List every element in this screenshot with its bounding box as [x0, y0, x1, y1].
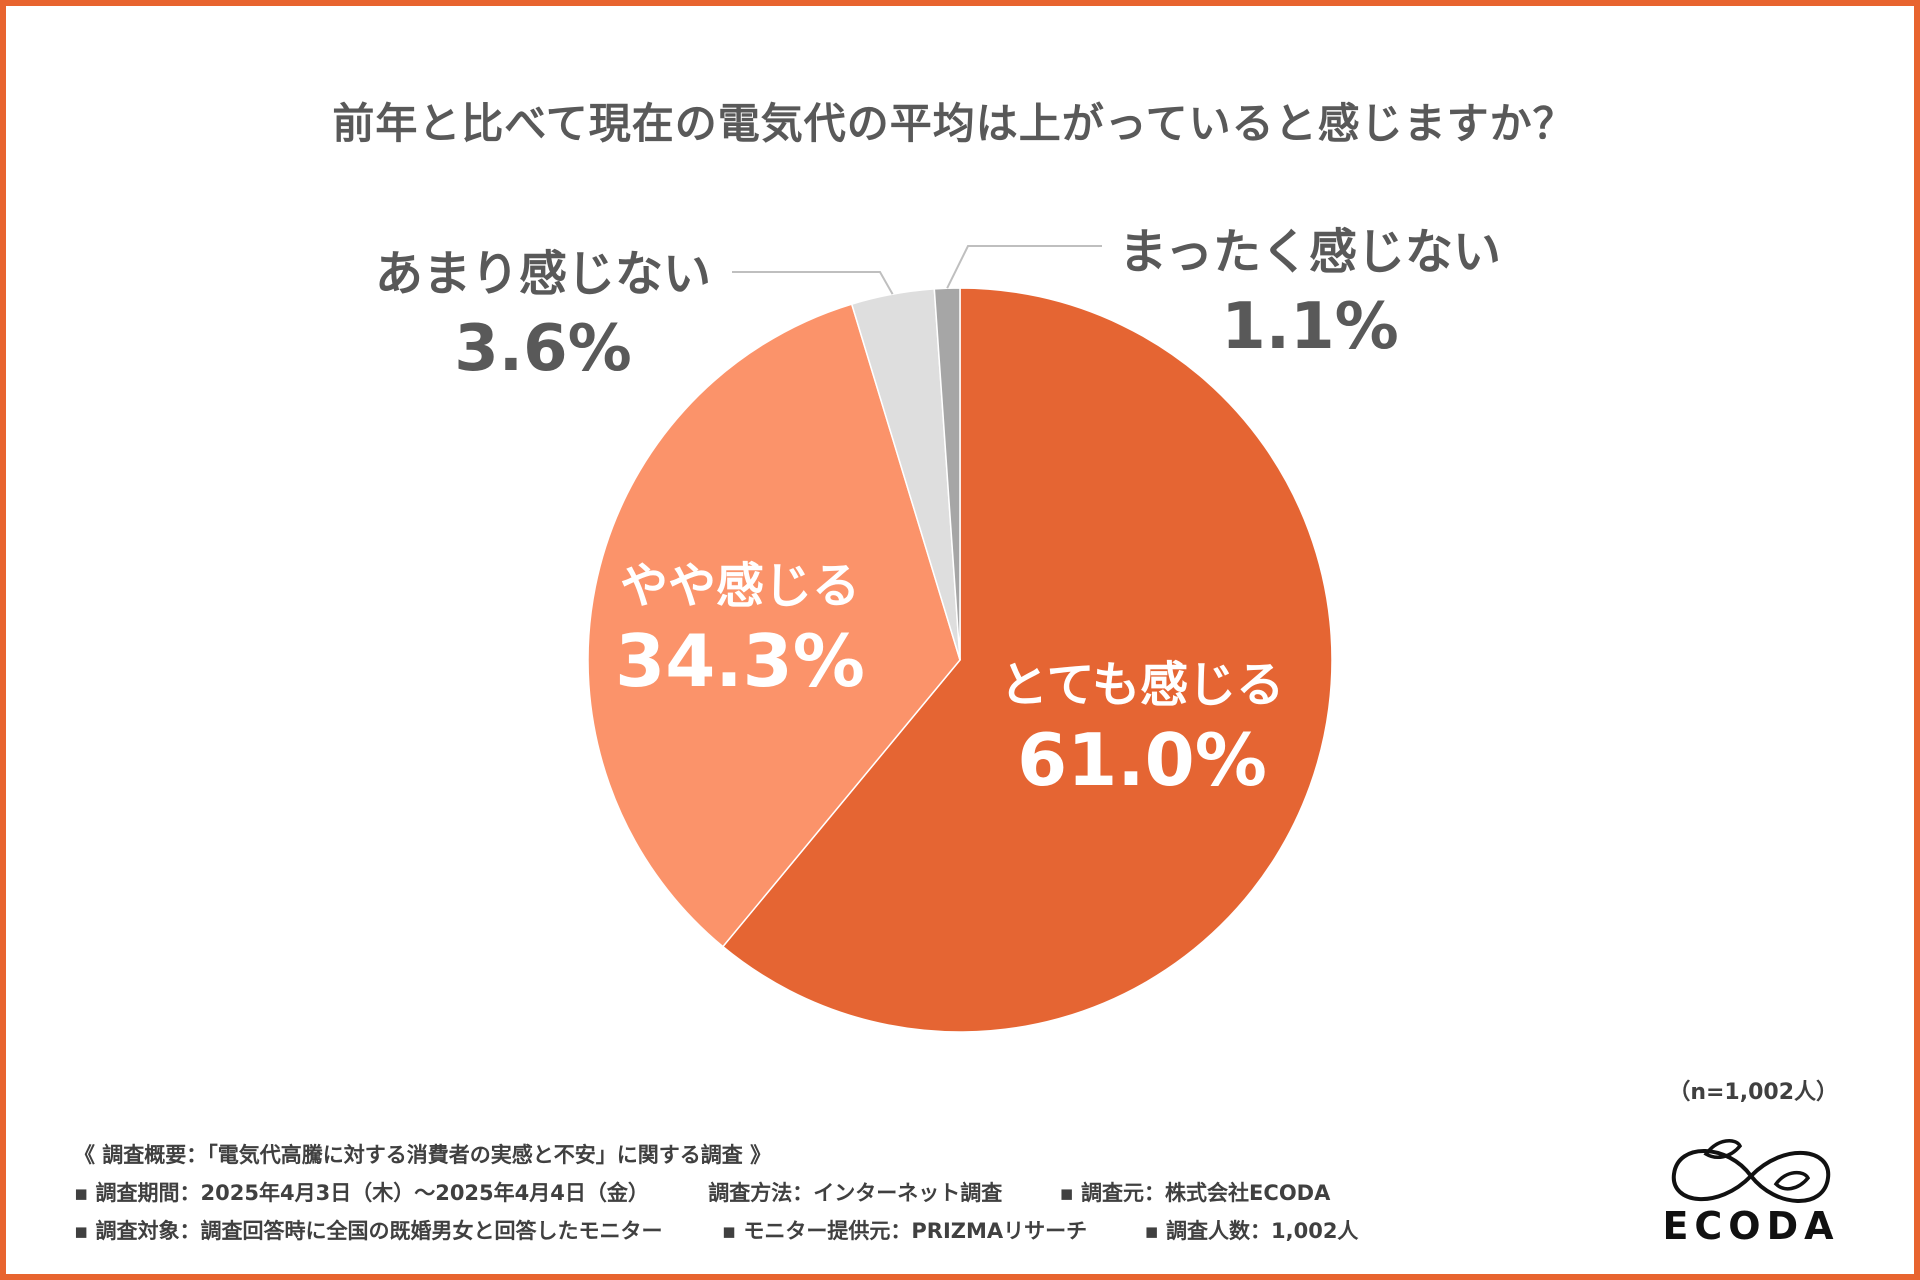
survey-title-row: 《 調査概要：「電気代高騰に対する消費者の実感と不安」に関する調査 》: [74, 1136, 1358, 1174]
chart-title: 前年と比べて現在の電気代の平均は上がっていると感じますか？: [332, 99, 1576, 148]
survey-provider: ▪ モニター提供元：PRIZMAリサーチ: [721, 1219, 1088, 1243]
slice-percent: 1.1%: [1221, 290, 1399, 364]
slice-percent: 3.6%: [454, 312, 632, 386]
slice-name: やや感じる: [619, 558, 861, 614]
ecoda-logo-text: ECODA: [1662, 1204, 1840, 1248]
slice-label-mattaku: まったく感じない 1.1%: [1119, 222, 1501, 372]
sample-size: （n=1,002人）: [1668, 1080, 1838, 1105]
survey-source: ▪ 調査元：株式会社ECODA: [1059, 1181, 1331, 1205]
survey-info-row-1: ▪ 調査期間：2025年4月3日（木）～2025年4月4日（金） 調査方法：イン…: [74, 1174, 1358, 1212]
pie-slice-yaya: [587, 303, 961, 948]
survey-footer: 《 調査概要：「電気代高騰に対する消費者の実感と不安」に関する調査 》 ▪ 調査…: [74, 1136, 1358, 1250]
slice-name: あまり感じない: [374, 246, 712, 302]
slice-label-amari: あまり感じない 3.6%: [375, 244, 711, 394]
slice-percent: 61.0%: [1017, 718, 1267, 802]
survey-method: 調査方法：インターネット調査: [708, 1181, 1003, 1205]
survey-info-row-2: ▪ 調査対象：調査回答時に全国の既婚男女と回答したモニター ▪ モニター提供元：…: [74, 1212, 1358, 1250]
survey-title: 《 調査概要：「電気代高騰に対する消費者の実感と不安」に関する調査 》: [74, 1143, 772, 1167]
survey-respondents: ▪ 調査人数：1,002人: [1144, 1219, 1359, 1243]
survey-period: ▪ 調査期間：2025年4月3日（木）～2025年4月4日（金）: [74, 1181, 649, 1205]
slice-percent: 34.3%: [615, 619, 865, 703]
slice-name: まったく感じない: [1118, 224, 1502, 280]
pie-slice-totemo: [721, 287, 1333, 1033]
slice-name: とても感じる: [999, 657, 1285, 713]
survey-target: ▪ 調査対象：調査回答時に全国の既婚男女と回答したモニター: [74, 1219, 663, 1243]
leader-line-mattaku: [946, 245, 1102, 289]
slice-label-yaya: やや感じる 34.3%: [615, 556, 865, 706]
leader-line-amari: [732, 271, 894, 295]
slice-label-totemo: とても感じる 61.0%: [1000, 655, 1284, 805]
ecoda-leaf-infinity-icon: [1671, 1139, 1831, 1203]
